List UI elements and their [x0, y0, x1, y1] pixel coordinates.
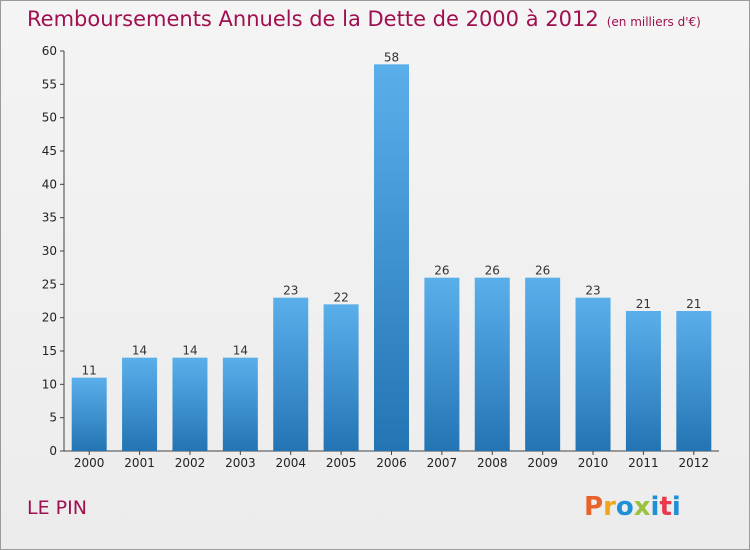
- y-tick-label: 25: [42, 277, 57, 291]
- bar-2010: [575, 297, 611, 451]
- bar-2007: [424, 277, 460, 451]
- bar-value-label: 14: [233, 344, 248, 358]
- y-tick-label: 5: [49, 411, 57, 425]
- y-tick-label: 35: [42, 211, 57, 225]
- y-tick-label: 60: [42, 44, 57, 58]
- y-axis: 0 5 10 15 20 25 30 35 40 45 50 55 60: [42, 44, 65, 458]
- x-tick-label: 2007: [427, 456, 458, 470]
- y-tick-label: 0: [49, 444, 57, 458]
- bar-2004: [273, 297, 309, 451]
- chart-title: Remboursements Annuels de la Dette de 20…: [27, 7, 701, 31]
- bar-2011: [625, 311, 661, 451]
- logo-letter: P: [584, 492, 604, 522]
- logo-letter: t: [659, 492, 672, 522]
- bar-value-label: 14: [182, 344, 197, 358]
- bar-2008: [474, 277, 510, 451]
- bar-value-label: 26: [485, 264, 500, 278]
- title-text: Remboursements Annuels de la Dette de 20…: [27, 7, 599, 31]
- x-tick-label: 2001: [124, 456, 155, 470]
- x-tick-label: 2000: [74, 456, 105, 470]
- x-tick-label: 2012: [679, 456, 710, 470]
- x-tick-label: 2004: [275, 456, 306, 470]
- bar-2001: [122, 357, 158, 451]
- logo-letter: r: [603, 492, 616, 522]
- commune-name: LE PIN: [27, 497, 87, 519]
- x-tick-label: 2010: [578, 456, 609, 470]
- x-tick-label: 2011: [628, 456, 659, 470]
- y-tick-label: 45: [42, 144, 57, 158]
- y-tick-label: 50: [42, 111, 57, 125]
- x-tick-label: 2009: [527, 456, 558, 470]
- y-tick-label: 15: [42, 344, 57, 358]
- bar-value-label: 23: [283, 284, 298, 298]
- bar-2009: [525, 277, 561, 451]
- proxiti-logo: Proxiti: [584, 492, 681, 522]
- bar-value-label: 21: [686, 297, 701, 311]
- bar-value-label: 58: [384, 50, 399, 64]
- bar-value-label: 14: [132, 344, 147, 358]
- bar-value-label: 11: [82, 364, 97, 378]
- logo-letter: o: [615, 492, 634, 522]
- bar-value-label: 26: [434, 264, 449, 278]
- y-tick-label: 30: [42, 244, 57, 258]
- x-tick-label: 2003: [225, 456, 256, 470]
- x-tick-label: 2002: [175, 456, 206, 470]
- bar-2000: [71, 377, 107, 451]
- bar-2012: [676, 311, 712, 451]
- y-tick-label: 20: [42, 311, 57, 325]
- y-tick-label: 40: [42, 177, 57, 191]
- x-tick-label: 2006: [376, 456, 407, 470]
- logo-letter: x: [633, 492, 651, 522]
- bar-value-label: 21: [636, 297, 651, 311]
- bar-2002: [172, 357, 208, 451]
- bar-2005: [323, 304, 359, 451]
- bar-2006: [374, 64, 409, 452]
- bar-2003: [222, 357, 258, 451]
- bar-value-label: 22: [333, 290, 348, 304]
- y-tick-label: 10: [42, 377, 57, 391]
- x-axis: 2000 2001 2002 2003 2004 2005 2006 2007 2008 2009…: [64, 450, 719, 470]
- unit-label: (en milliers d'€): [606, 15, 701, 29]
- bar-value-label: 26: [535, 264, 550, 278]
- x-tick-label: 2008: [477, 456, 508, 470]
- x-tick-label: 2005: [326, 456, 357, 470]
- logo-letter: i: [650, 492, 660, 522]
- y-tick-label: 55: [42, 77, 57, 91]
- logo-letter: i: [671, 492, 681, 522]
- bar-value-label: 23: [585, 284, 600, 298]
- bars: 11 14 14 14 23 22 58 26 26 26 23 21 21: [71, 50, 712, 452]
